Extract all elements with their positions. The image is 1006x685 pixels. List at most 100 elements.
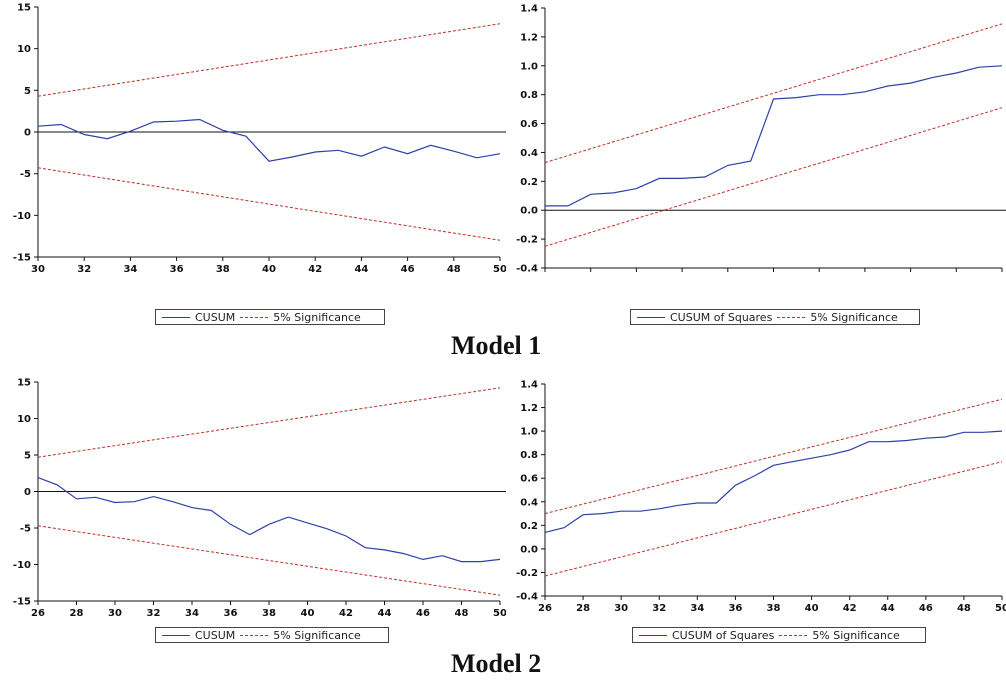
significance-bound-line [37, 387, 501, 458]
x-tick-label: 32 [652, 603, 666, 614]
y-tick-label: -0.4 [516, 264, 538, 273]
y-tick-label: -0.4 [516, 592, 538, 603]
x-tick-label: 50 [995, 603, 1006, 614]
x-tick-label: 32 [77, 264, 91, 272]
y-tick-label: -15 [13, 253, 31, 264]
x-tick-label: 26 [31, 608, 45, 616]
cusum-series-line [37, 477, 501, 563]
x-tick-label: 38 [216, 264, 230, 272]
model2-cusum-legend: CUSUM 5% Significance [155, 627, 389, 643]
significance-swatch [240, 634, 269, 636]
x-tick-label: 44 [378, 608, 392, 616]
x-tick-label: 26 [538, 603, 552, 614]
x-tick-label: 38 [262, 608, 276, 616]
y-tick-label: 10 [17, 414, 31, 425]
x-tick-label: 34 [123, 264, 137, 272]
x-tick-label: 28 [70, 608, 84, 616]
x-tick-label: 44 [354, 264, 368, 272]
significance-bound-line [544, 107, 1003, 247]
x-tick-label: 32 [147, 608, 161, 616]
y-tick-label: 1.4 [520, 380, 538, 391]
x-tick-label: 36 [728, 603, 742, 614]
y-tick-label: -5 [20, 524, 31, 535]
y-tick-label: 0.8 [520, 90, 538, 101]
y-tick-label: 0.0 [520, 544, 538, 555]
significance-bound-line [544, 398, 1003, 515]
y-tick-label: 15 [17, 3, 31, 14]
y-tick-label: 15 [17, 378, 31, 389]
x-tick-label: 42 [339, 608, 353, 616]
model2-cusum-squares-chart: 1.4 1.2 1.0 0.8 0.6 0.4 0.2 0.0 -0.2 -0.426 28 30 32… [516, 380, 1006, 615]
model2-cusum-squares-legend: CUSUM of Squares 5% Significance [632, 627, 926, 643]
y-tick-label: -5 [20, 169, 31, 180]
x-tick-label: 34 [185, 608, 199, 616]
x-tick-label: 48 [455, 608, 469, 616]
y-tick-label: 0.0 [520, 206, 538, 217]
x-tick-label: 36 [170, 264, 184, 272]
y-tick-label: 0 [24, 128, 31, 139]
significance-swatch [777, 316, 806, 318]
x-tick-label: 40 [805, 603, 819, 614]
y-tick-label: 0 [24, 487, 31, 498]
y-tick-label: 0.8 [520, 450, 538, 461]
model1-cusum-squares-legend: CUSUM of Squares 5% Significance [630, 309, 920, 325]
significance-bound-line [544, 461, 1003, 577]
x-tick-label: 34 [690, 603, 704, 614]
x-tick-label: 46 [416, 608, 430, 616]
y-tick-label: -10 [13, 211, 31, 222]
y-tick-label: 10 [17, 44, 31, 55]
significance-bound-line [37, 525, 501, 596]
legend-significance-label: 5% Significance [273, 310, 361, 324]
cusum-line-swatch [162, 316, 190, 318]
x-tick-label: 38 [767, 603, 781, 614]
x-tick-label: 40 [262, 264, 276, 272]
x-tick-label: 46 [919, 603, 933, 614]
model1-title: Model 1 [451, 331, 542, 360]
y-tick-label: 5 [24, 86, 31, 97]
model1-cusum-legend: CUSUM 5% Significance [155, 309, 385, 325]
legend-cusum-label: CUSUM [195, 628, 236, 642]
y-tick-label: -0.2 [516, 568, 538, 579]
significance-bound-line [37, 167, 501, 241]
legend-cusum-squares-label: CUSUM of Squares [672, 628, 775, 642]
x-tick-label: 40 [301, 608, 315, 616]
x-tick-label: 42 [308, 264, 322, 272]
x-tick-label: 28 [576, 603, 590, 614]
x-tick-label: 30 [614, 603, 628, 614]
y-tick-label: 0.4 [520, 148, 538, 159]
x-tick-label: 46 [401, 264, 415, 272]
legend-significance-label: 5% Significance [273, 628, 361, 642]
y-tick-label: -15 [13, 597, 31, 608]
cusum-series-line [544, 430, 1003, 533]
x-tick-label: 50 [493, 264, 506, 272]
y-tick-label: 0.2 [520, 177, 538, 188]
y-tick-label: 0.4 [520, 497, 538, 508]
cusum-squares-line-swatch [639, 634, 667, 636]
y-tick-label: 0.2 [520, 521, 538, 532]
significance-swatch [779, 634, 808, 636]
x-tick-label: 30 [31, 264, 45, 272]
x-tick-label: 50 [493, 608, 506, 616]
x-tick-label: 44 [881, 603, 895, 614]
legend-significance-label: 5% Significance [812, 628, 900, 642]
y-tick-label: -10 [13, 560, 31, 571]
cusum-series-line [37, 118, 501, 162]
model2-title: Model 2 [451, 649, 542, 678]
model1-cusum-squares-chart: 1.41.21.00.80.60.40.20.0-0.2-0.430323436… [516, 4, 1006, 273]
significance-bound-line [37, 23, 501, 97]
x-tick-label: 48 [447, 264, 461, 272]
y-tick-label: 1.0 [520, 427, 538, 438]
x-tick-label: 30 [108, 608, 122, 616]
significance-swatch [240, 316, 269, 318]
cusum-series-line [545, 65, 1003, 207]
y-tick-label: 1.4 [520, 4, 538, 15]
cusum-line-swatch [162, 634, 190, 636]
x-tick-label: 42 [843, 603, 857, 614]
significance-bound-line [544, 23, 1003, 164]
y-tick-label: -0.2 [516, 235, 538, 246]
legend-significance-label: 5% Significance [810, 310, 898, 324]
y-tick-label: 1.2 [520, 32, 538, 43]
y-tick-label: 0.6 [520, 474, 538, 485]
y-tick-label: 1.2 [520, 403, 538, 414]
